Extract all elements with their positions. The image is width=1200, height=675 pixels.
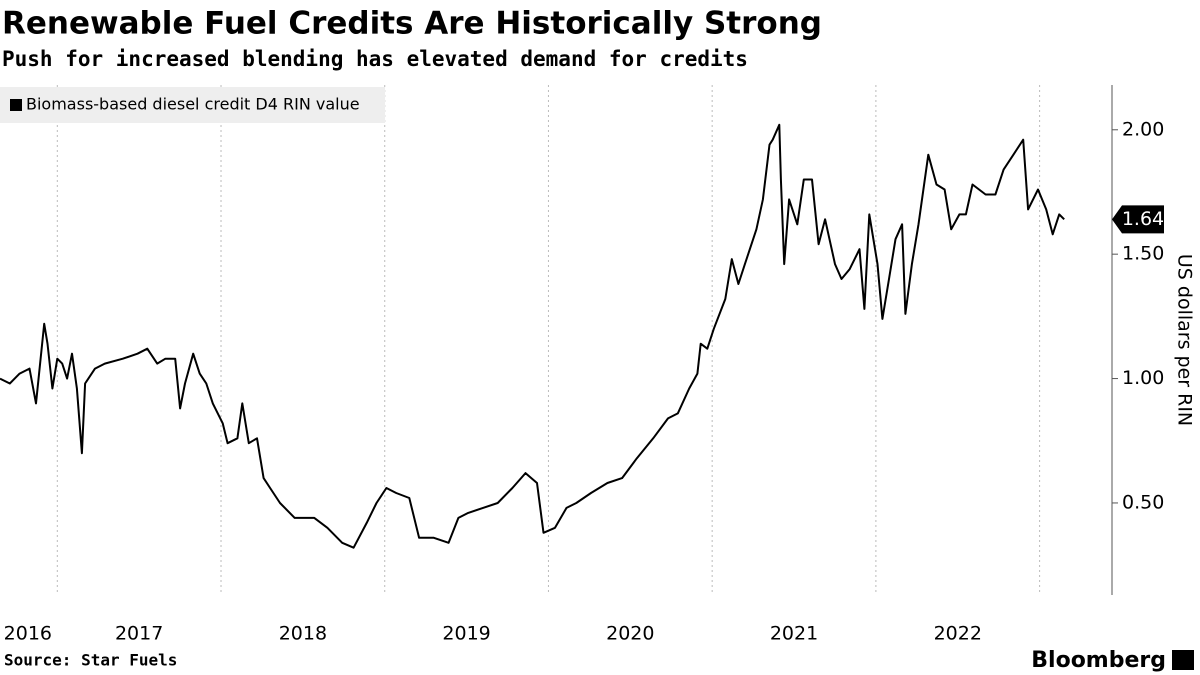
line [0,123,1065,549]
x-tick-label: 2019 [442,623,490,645]
legend-swatch [10,99,22,111]
y-tick-label: 0.50 [1122,491,1164,513]
chart-subtitle: Push for increased blending has elevated… [2,47,748,71]
brand-icon [1172,650,1194,670]
x-tick-label: 2022 [934,623,982,645]
legend-background [0,87,385,123]
source: Source: Star Fuels [4,651,177,670]
brand: Bloomberg [1031,648,1166,673]
x-tick-label: 2016 [4,623,52,645]
x-tick-label: 2020 [606,623,654,645]
last-value-label: 1.64 [1122,208,1164,230]
y-axis-label: US dollars per RIN [1174,254,1196,426]
x-tick-label: 2021 [770,623,818,645]
chart-title: Renewable Fuel Credits Are Historically … [2,6,822,42]
x-tick-label: 2017 [115,623,163,645]
legend-label: Biomass-based diesel credit D4 RIN value [26,95,360,114]
y-tick-label: 1.00 [1122,367,1164,389]
y-tick-label: 1.50 [1122,243,1164,265]
x-tick-label: 2018 [279,623,327,645]
y-tick-label: 2.00 [1122,118,1164,140]
last-value-tag [1112,205,1164,234]
